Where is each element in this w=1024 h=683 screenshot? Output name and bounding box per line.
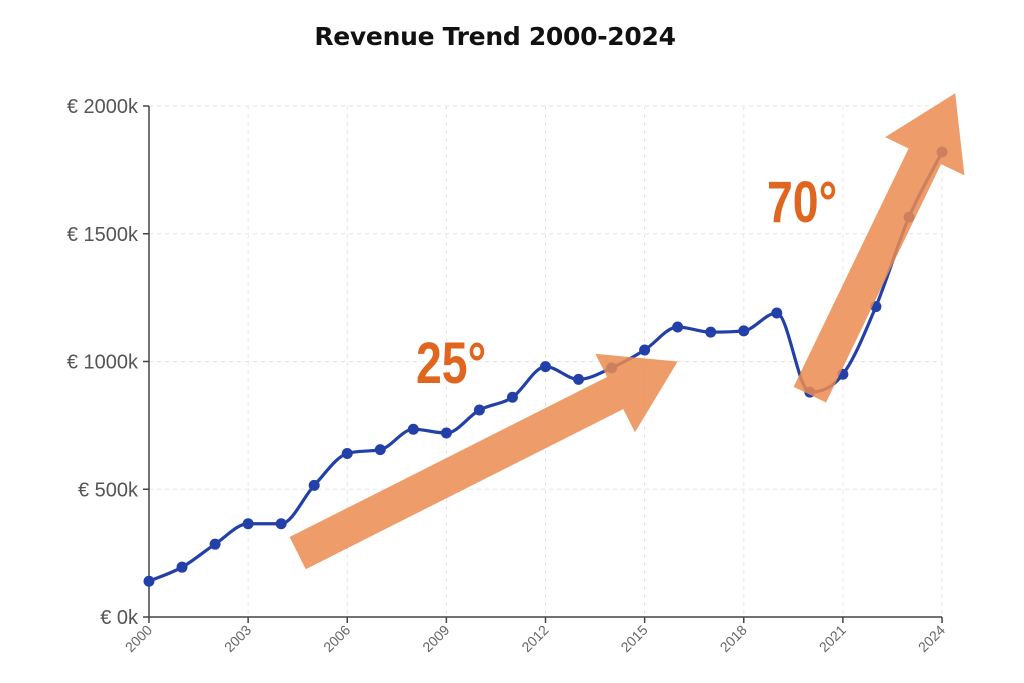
x-tick-label: 2012 — [518, 622, 551, 655]
data-point — [209, 538, 221, 550]
data-point — [639, 344, 651, 356]
data-point — [506, 391, 518, 403]
y-tick-label: € 0k — [100, 607, 139, 629]
y-tick-label: € 1000k — [67, 352, 139, 374]
x-tick-label: 2024 — [915, 622, 948, 655]
data-point — [705, 326, 717, 338]
y-tick-label: € 500k — [78, 479, 139, 501]
x-tick-label: 2021 — [816, 622, 849, 655]
data-point — [771, 307, 783, 319]
x-tick-label: 2015 — [617, 622, 650, 655]
data-point — [672, 321, 684, 333]
x-tick-label: 2003 — [221, 622, 254, 655]
data-point — [341, 447, 353, 459]
trend-arrow-25 — [289, 353, 678, 570]
data-point — [374, 444, 386, 456]
data-point — [440, 427, 452, 439]
data-point — [738, 325, 750, 337]
x-tick-label: 2006 — [320, 622, 353, 655]
data-point — [407, 423, 419, 435]
angle-label: 25° — [416, 331, 486, 396]
y-tick-label: € 1500k — [67, 224, 139, 246]
data-point — [176, 561, 188, 573]
chart-title: Revenue Trend 2000-2024 — [314, 22, 676, 51]
x-tick-label: 2009 — [419, 622, 452, 655]
data-point — [308, 479, 320, 491]
data-point — [143, 575, 155, 587]
x-tick-label: 2018 — [717, 622, 750, 655]
data-point — [573, 373, 585, 385]
trend-arrow-70 — [793, 93, 965, 403]
data-point — [540, 361, 551, 373]
data-point — [275, 518, 287, 530]
y-tick-label: € 2000k — [67, 96, 139, 118]
angle-label: 70° — [767, 170, 837, 235]
data-point — [473, 404, 485, 416]
data-point — [242, 518, 254, 530]
